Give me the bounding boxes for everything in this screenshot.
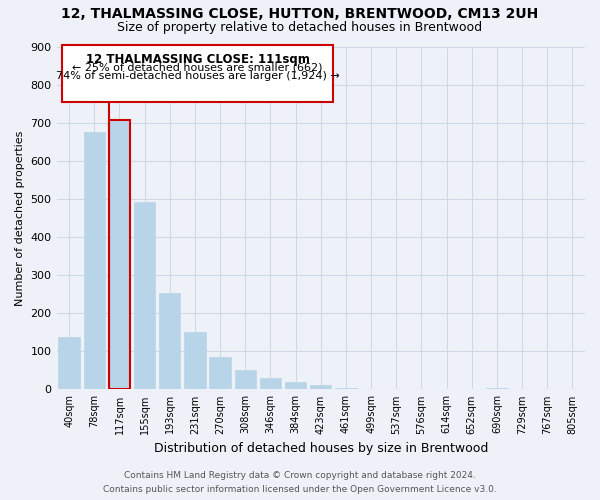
Text: 74% of semi-detached houses are larger (1,924) →: 74% of semi-detached houses are larger (… bbox=[56, 72, 340, 82]
Text: 12, THALMASSING CLOSE, HUTTON, BRENTWOOD, CM13 2UH: 12, THALMASSING CLOSE, HUTTON, BRENTWOOD… bbox=[61, 8, 539, 22]
Text: ← 25% of detached houses are smaller (662): ← 25% of detached houses are smaller (66… bbox=[72, 62, 323, 72]
Bar bbox=[58, 337, 80, 390]
Bar bbox=[285, 382, 307, 390]
Bar bbox=[134, 202, 155, 390]
Bar bbox=[109, 120, 130, 390]
Bar bbox=[335, 388, 356, 390]
Bar bbox=[83, 132, 105, 390]
Bar bbox=[209, 356, 231, 390]
Text: Size of property relative to detached houses in Brentwood: Size of property relative to detached ho… bbox=[118, 21, 482, 34]
X-axis label: Distribution of detached houses by size in Brentwood: Distribution of detached houses by size … bbox=[154, 442, 488, 455]
Bar bbox=[310, 385, 331, 390]
Y-axis label: Number of detached properties: Number of detached properties bbox=[15, 130, 25, 306]
Bar bbox=[260, 378, 281, 390]
Bar bbox=[486, 388, 508, 390]
Bar bbox=[235, 370, 256, 390]
Text: 12 THALMASSING CLOSE: 111sqm: 12 THALMASSING CLOSE: 111sqm bbox=[86, 53, 310, 66]
Bar bbox=[184, 332, 206, 390]
FancyBboxPatch shape bbox=[62, 44, 334, 102]
Text: Contains HM Land Registry data © Crown copyright and database right 2024.
Contai: Contains HM Land Registry data © Crown c… bbox=[103, 472, 497, 494]
Bar bbox=[159, 293, 181, 390]
